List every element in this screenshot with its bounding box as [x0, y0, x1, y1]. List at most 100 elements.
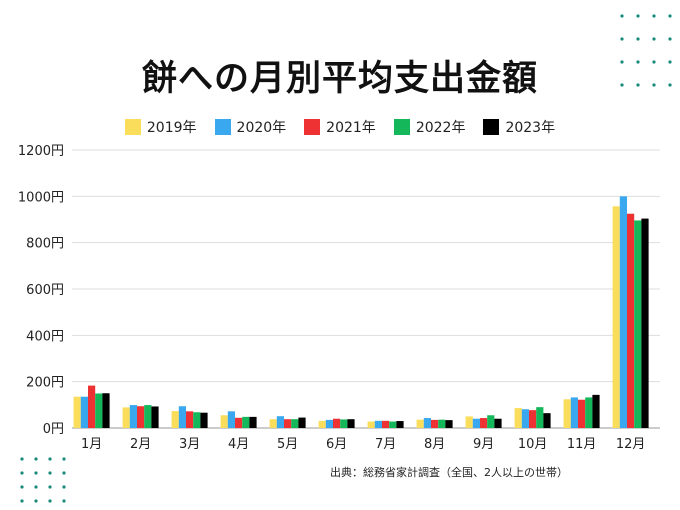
source-note: 出典：総務省家計調査（全国、2人以上の世帯）: [330, 466, 568, 479]
bar: [431, 419, 439, 428]
bar: [122, 407, 130, 428]
x-tick-label: 11月: [567, 437, 597, 452]
bar: [494, 418, 502, 428]
bar: [585, 397, 593, 428]
decor-dot: [48, 485, 52, 489]
bar: [563, 399, 571, 428]
bar: [627, 213, 635, 428]
chart-title: 餅への月別平均支出金額: [141, 59, 538, 99]
bar: [340, 419, 348, 428]
bar: [284, 419, 292, 428]
bar: [178, 406, 186, 428]
bar: [151, 406, 159, 428]
decor-dot: [620, 60, 624, 64]
y-tick-label: 0円: [43, 422, 64, 437]
decor-dot: [20, 499, 24, 503]
decor-dot: [668, 60, 672, 64]
bar: [514, 408, 522, 428]
bar: [374, 420, 382, 428]
bar: [186, 411, 194, 428]
x-tick-label: 5月: [277, 437, 298, 452]
bar: [200, 412, 208, 428]
decor-dot: [20, 457, 24, 461]
decor-dot: [48, 499, 52, 503]
bar: [242, 416, 250, 428]
decor-dot: [668, 37, 672, 41]
decor-dot: [636, 83, 640, 87]
legend-label: 2022年: [415, 120, 466, 136]
bar: [298, 417, 306, 428]
bar: [227, 411, 235, 428]
decor-dot: [34, 471, 38, 475]
y-tick-label: 200円: [26, 376, 64, 391]
decor-dot: [20, 471, 24, 475]
x-tick-label: 1月: [81, 437, 102, 452]
bar: [465, 416, 473, 428]
bar: [389, 421, 397, 428]
bar: [445, 420, 453, 428]
bar: [88, 385, 96, 428]
bar: [578, 399, 586, 428]
decor-dot: [620, 37, 624, 41]
legend-item: 2020年: [214, 117, 287, 137]
decor-dot: [652, 14, 656, 18]
bar: [634, 220, 642, 428]
y-tick-label: 1000円: [18, 190, 64, 205]
legend: 2019年 2020年 2021年 2022年 2023年: [0, 117, 680, 137]
decor-dot: [20, 485, 24, 489]
bar: [129, 405, 137, 428]
legend-swatch: [304, 119, 321, 135]
bar: [382, 420, 390, 428]
bar: [95, 393, 103, 428]
decor-dot: [668, 14, 672, 18]
y-tick-label: 400円: [26, 329, 64, 344]
bar: [543, 413, 551, 428]
bar: [396, 421, 404, 428]
x-tick-label: 12月: [616, 437, 646, 452]
x-tick-label: 2月: [130, 437, 151, 452]
decor-dot: [62, 457, 66, 461]
x-tick-label: 10月: [518, 437, 548, 452]
legend-item: 2021年: [304, 117, 376, 137]
bar: [171, 411, 179, 428]
legend-label: 2020年: [236, 120, 287, 136]
legend-swatch: [214, 119, 231, 135]
x-tick-label: 7月: [375, 437, 396, 452]
bar: [416, 419, 424, 428]
bar: [249, 416, 257, 428]
decor-dot: [620, 14, 624, 18]
legend-item: 2019年: [124, 117, 197, 137]
bar: [193, 412, 201, 428]
bar: [333, 418, 341, 428]
bar: [235, 417, 243, 428]
legend-swatch: [124, 119, 141, 135]
decor-dot: [34, 457, 38, 461]
legend-swatch: [483, 119, 500, 135]
bar: [619, 196, 627, 428]
y-tick-label: 800円: [26, 237, 64, 252]
bar: [536, 407, 544, 428]
bar: [438, 419, 446, 428]
legend-label: 2019年: [146, 120, 197, 136]
decor-dot: [48, 457, 52, 461]
decor-dot: [62, 485, 66, 489]
bar: [269, 419, 277, 428]
bar: [423, 418, 431, 428]
bar: [291, 419, 299, 428]
decor-dot: [62, 471, 66, 475]
bar: [73, 396, 81, 428]
bar: [276, 416, 284, 428]
bar: [220, 415, 228, 428]
legend-swatch: [393, 119, 410, 135]
bar: [318, 420, 326, 428]
decor-dot: [652, 37, 656, 41]
bar: [347, 419, 355, 428]
legend-label: 2021年: [326, 120, 376, 136]
bar: [472, 418, 480, 428]
bar: [367, 421, 375, 428]
decor-dot: [620, 83, 624, 87]
decor-dot: [636, 37, 640, 41]
bar: [529, 410, 537, 428]
decor-dot: [34, 485, 38, 489]
